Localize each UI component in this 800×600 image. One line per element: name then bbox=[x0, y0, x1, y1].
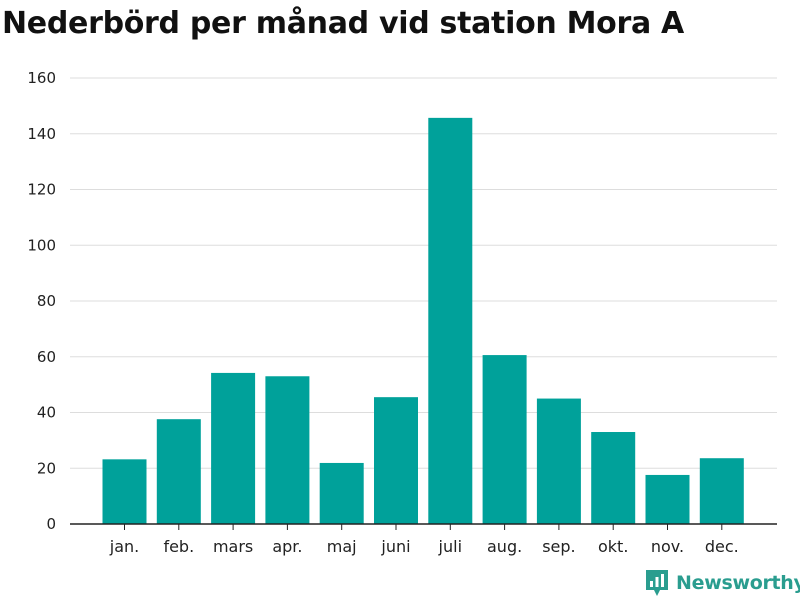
x-tick-label: juli bbox=[438, 537, 462, 556]
bar bbox=[265, 376, 310, 524]
x-tick-label: mars bbox=[213, 537, 253, 556]
bar bbox=[591, 432, 636, 524]
bar bbox=[536, 398, 581, 524]
x-tick-label: nov. bbox=[651, 537, 684, 556]
y-tick-label: 100 bbox=[27, 236, 56, 254]
x-tick-label: juni bbox=[380, 537, 410, 556]
brand-logo: Newsworthy bbox=[644, 568, 800, 598]
x-tick-label: feb. bbox=[163, 537, 194, 556]
x-tick-label: maj bbox=[327, 537, 357, 556]
y-tick-label: 120 bbox=[27, 181, 56, 199]
bar bbox=[699, 458, 744, 524]
y-tick-label: 140 bbox=[27, 125, 56, 143]
newsworthy-logo-icon bbox=[646, 570, 668, 596]
x-tick-label: aug. bbox=[487, 537, 522, 556]
x-tick-label: jan. bbox=[109, 537, 139, 556]
bar bbox=[645, 474, 690, 524]
y-tick-label: 60 bbox=[37, 348, 56, 366]
brand-name: Newsworthy bbox=[676, 572, 800, 594]
y-tick-label: 80 bbox=[37, 292, 56, 310]
y-tick-label: 0 bbox=[46, 515, 56, 533]
bar bbox=[211, 372, 256, 524]
bar bbox=[102, 459, 147, 524]
bar bbox=[482, 355, 527, 524]
bar bbox=[319, 462, 364, 524]
chart-title: Nederbörd per månad vid station Mora A bbox=[2, 6, 684, 41]
x-tick-label: dec. bbox=[705, 537, 739, 556]
y-tick-label: 20 bbox=[37, 459, 56, 477]
y-tick-label: 40 bbox=[37, 404, 56, 422]
x-tick-label: sep. bbox=[542, 537, 575, 556]
bar bbox=[428, 117, 473, 524]
x-tick-label: okt. bbox=[598, 537, 628, 556]
bar bbox=[156, 419, 201, 524]
y-tick-label: 160 bbox=[27, 69, 56, 87]
x-tick-label: apr. bbox=[272, 537, 302, 556]
bar bbox=[374, 397, 418, 524]
